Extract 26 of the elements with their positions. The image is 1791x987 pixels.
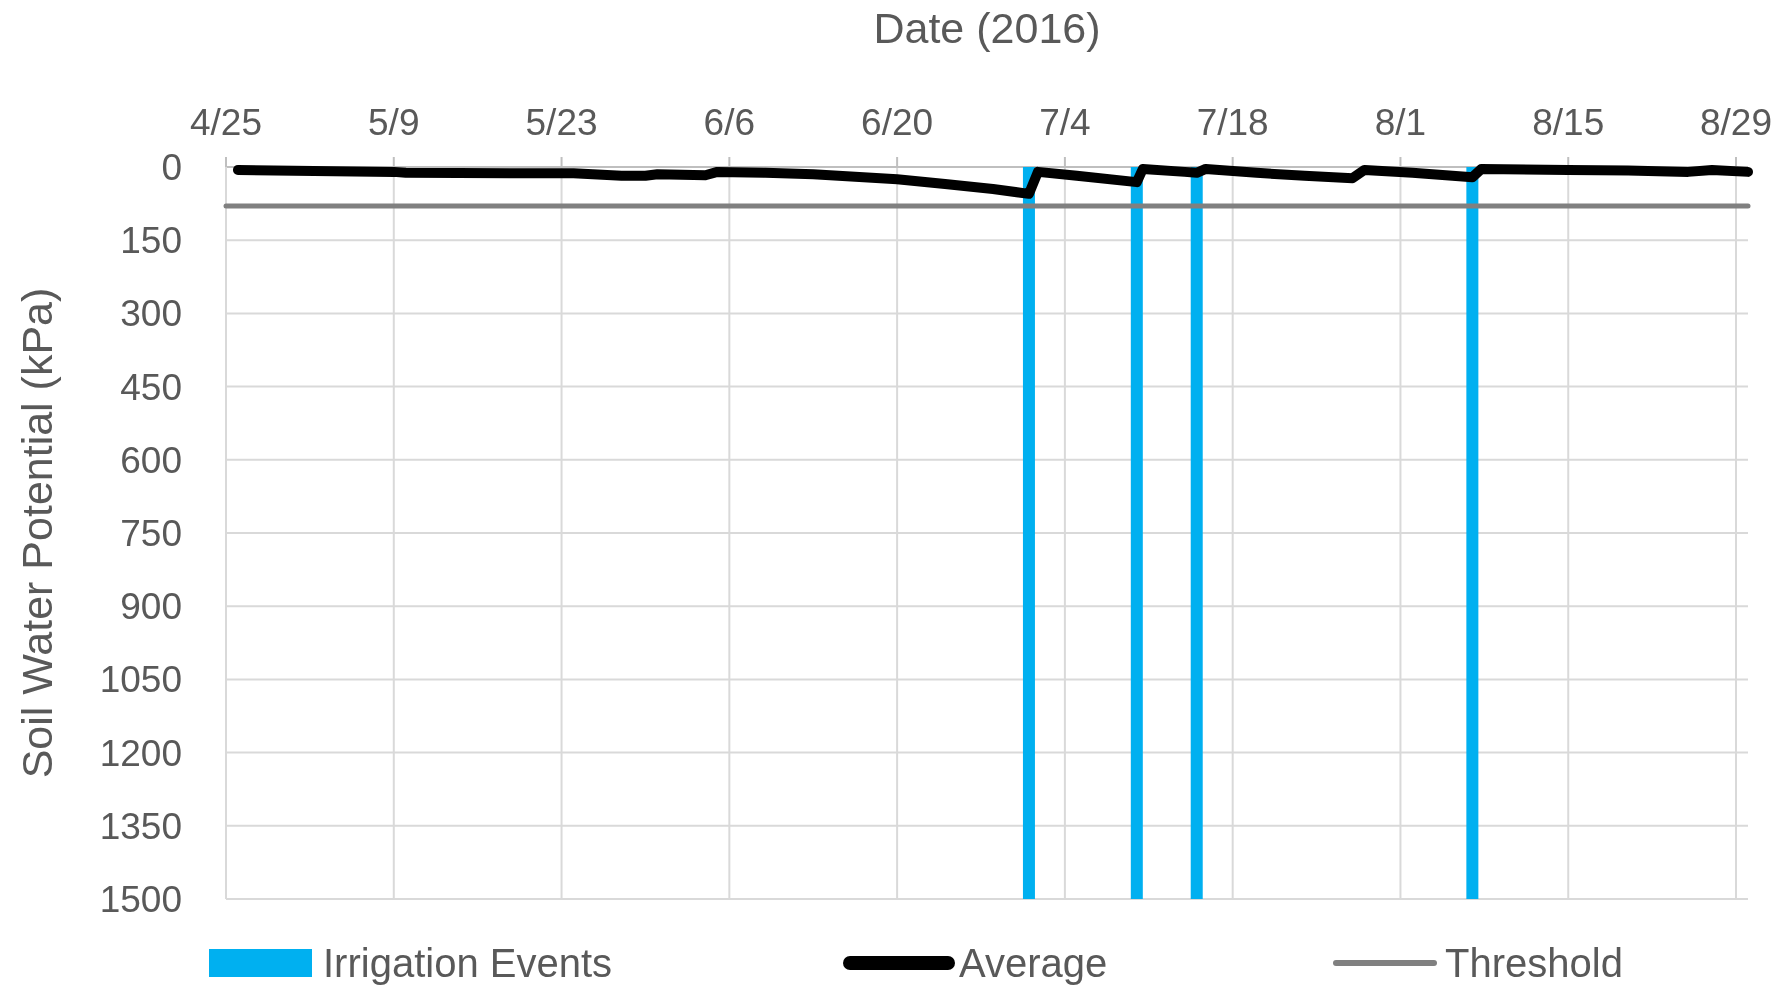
x-tick-label: 8/1: [1374, 102, 1427, 143]
y-tick-label: 1500: [99, 878, 182, 920]
x-tick-label: 8/15: [1532, 102, 1605, 143]
y-tick-label: 1200: [99, 732, 182, 774]
y-axis-title: Soil Water Potential (kPa): [13, 287, 61, 779]
x-tick-label: 4/25: [189, 102, 263, 143]
y-tick-label: 450: [120, 366, 182, 408]
y-tick-label: 150: [120, 220, 182, 262]
x-tick-label: 6/20: [861, 102, 934, 143]
x-axis-title: Date (2016): [873, 4, 1101, 52]
y-tick-label: 1350: [99, 805, 182, 847]
y-tick-label: 300: [120, 293, 182, 335]
x-tick-label: 7/4: [1039, 102, 1091, 143]
x-tick-label: 8/29: [1700, 102, 1773, 143]
y-tick-label: 1050: [99, 659, 182, 701]
y-tick-label: 900: [120, 586, 182, 628]
legend-label: Threshold: [1445, 941, 1623, 985]
legend-label: Average: [959, 941, 1108, 985]
legend-label: Irrigation Events: [323, 941, 613, 985]
x-tick-label: 7/18: [1196, 102, 1269, 143]
x-tick-label: 6/6: [703, 102, 756, 143]
y-tick-label: 750: [120, 512, 182, 554]
y-tick-label: 0: [161, 146, 182, 188]
x-tick-label: 5/9: [368, 102, 420, 143]
x-tick-label: 5/23: [525, 102, 598, 143]
y-tick-label: 600: [120, 439, 182, 481]
